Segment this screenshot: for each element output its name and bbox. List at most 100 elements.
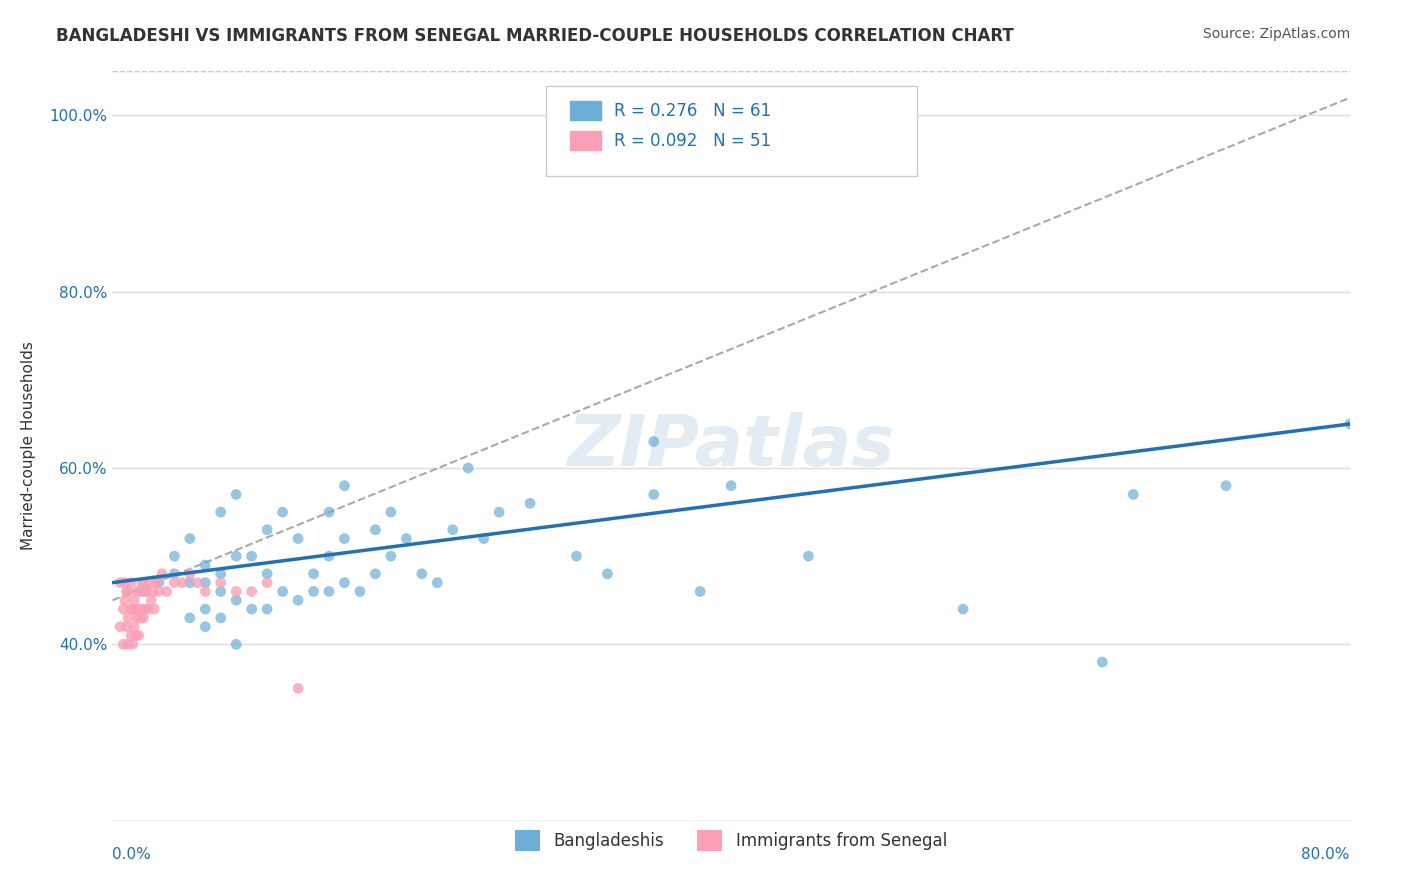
Point (179, 532, 201, 546)
Point (797, 549, 820, 564)
Point (225, 549, 247, 564)
Point (302, 584, 325, 599)
Point (163, 575, 186, 590)
Point (145, 575, 167, 590)
Point (127, 611, 149, 625)
Point (194, 602, 217, 616)
Point (128, 628, 150, 642)
Point (112, 637, 135, 651)
Point (141, 593, 163, 607)
Point (209, 584, 232, 599)
Point (143, 602, 166, 616)
Point (150, 566, 173, 581)
Point (122, 593, 145, 607)
Point (333, 532, 356, 546)
Point (128, 602, 150, 616)
Point (302, 566, 325, 581)
Point (395, 532, 418, 546)
Point (1339, 417, 1361, 431)
Point (333, 478, 356, 492)
Point (720, 478, 742, 492)
Point (121, 637, 143, 651)
Point (364, 523, 387, 537)
Point (114, 593, 136, 607)
Point (364, 566, 387, 581)
Point (287, 681, 309, 696)
Point (132, 584, 155, 599)
Point (519, 496, 541, 510)
Point (179, 566, 201, 581)
Point (209, 505, 232, 519)
Point (225, 584, 247, 599)
Point (148, 575, 170, 590)
Point (136, 602, 159, 616)
Point (194, 558, 217, 572)
Point (689, 584, 711, 599)
Point (142, 584, 165, 599)
Bar (571, 102, 602, 120)
Point (114, 575, 136, 590)
Point (225, 593, 247, 607)
Point (333, 575, 356, 590)
Point (179, 611, 201, 625)
Point (135, 584, 157, 599)
Point (120, 602, 142, 616)
Point (122, 620, 145, 634)
Point (256, 602, 278, 616)
Point (117, 584, 139, 599)
Point (148, 584, 170, 599)
Point (120, 575, 142, 590)
Point (457, 461, 479, 475)
Point (163, 566, 186, 581)
Point (129, 584, 152, 599)
Point (110, 575, 132, 590)
Point (472, 532, 495, 546)
Point (124, 628, 148, 642)
Point (256, 566, 278, 581)
Point (225, 637, 247, 651)
Point (209, 566, 232, 581)
Point (256, 575, 278, 590)
Point (240, 602, 263, 616)
Point (132, 575, 155, 590)
Point (194, 575, 217, 590)
Point (179, 575, 201, 590)
Point (380, 549, 402, 564)
Point (287, 593, 309, 607)
Point (117, 611, 139, 625)
Text: R = 0.276   N = 61: R = 0.276 N = 61 (613, 102, 770, 120)
Point (952, 602, 974, 616)
Point (134, 602, 156, 616)
Point (318, 584, 340, 599)
Bar (571, 131, 602, 150)
Point (121, 602, 143, 616)
Point (124, 602, 148, 616)
Point (596, 566, 619, 581)
Point (132, 611, 155, 625)
Point (256, 523, 278, 537)
Point (115, 620, 138, 634)
Point (287, 532, 309, 546)
Point (643, 487, 665, 501)
Point (271, 584, 294, 599)
Point (209, 575, 232, 590)
Point (186, 575, 209, 590)
Point (318, 549, 340, 564)
Point (127, 584, 149, 599)
Text: BANGLADESHI VS IMMIGRANTS FROM SENEGAL MARRIED-COUPLE HOUSEHOLDS CORRELATION CHA: BANGLADESHI VS IMMIGRANTS FROM SENEGAL M… (56, 27, 1014, 45)
Point (441, 523, 464, 537)
Point (240, 584, 263, 599)
Point (110, 620, 132, 634)
Point (138, 575, 160, 590)
Point (565, 549, 588, 564)
Point (194, 584, 217, 599)
FancyBboxPatch shape (546, 87, 917, 177)
Point (380, 505, 402, 519)
Point (349, 584, 371, 599)
Point (163, 549, 186, 564)
Point (112, 602, 135, 616)
Point (240, 549, 263, 564)
Point (117, 637, 139, 651)
Point (131, 575, 153, 590)
Point (172, 575, 194, 590)
